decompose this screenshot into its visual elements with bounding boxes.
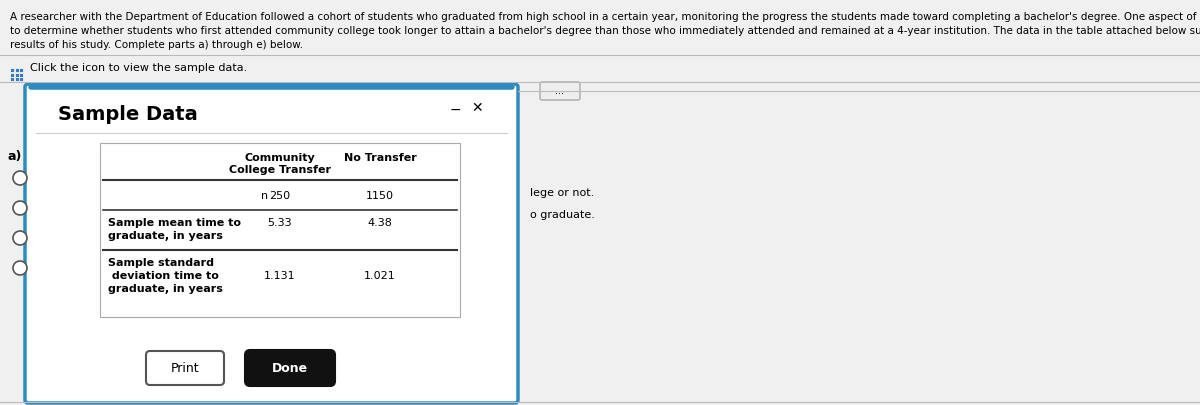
Text: No Transfer: No Transfer [343, 153, 416, 163]
Text: Sample standard: Sample standard [108, 258, 214, 268]
Text: 1150: 1150 [366, 191, 394, 201]
Text: Sample Data: Sample Data [58, 105, 198, 124]
Bar [14, 77, 18, 81]
FancyBboxPatch shape [540, 82, 580, 100]
Bar [10, 68, 14, 72]
Text: deviation time to: deviation time to [108, 271, 218, 281]
Circle shape [13, 261, 28, 275]
Text: −: − [449, 103, 461, 117]
Circle shape [13, 171, 28, 185]
Text: Done: Done [272, 362, 308, 375]
Text: 250: 250 [270, 191, 290, 201]
Text: 5.33: 5.33 [268, 218, 293, 228]
Text: 1.131: 1.131 [264, 271, 296, 281]
Text: 4.38: 4.38 [367, 218, 392, 228]
Text: Click the icon to view the sample data.: Click the icon to view the sample data. [30, 63, 247, 73]
Text: a): a) [8, 150, 23, 163]
Text: Print: Print [170, 362, 199, 375]
Bar [10, 77, 14, 81]
Circle shape [13, 201, 28, 215]
Text: ✕: ✕ [472, 101, 482, 115]
Bar [19, 68, 23, 72]
Text: A researcher with the Department of Education followed a cohort of students who : A researcher with the Department of Educ… [10, 12, 1200, 22]
Bar [10, 72, 14, 77]
FancyBboxPatch shape [146, 351, 224, 385]
Text: Sample mean time to: Sample mean time to [108, 218, 241, 228]
Text: 1.021: 1.021 [364, 271, 396, 281]
Text: to determine whether students who first attended community college took longer t: to determine whether students who first … [10, 26, 1200, 36]
Text: lege or not.: lege or not. [530, 188, 594, 198]
Bar [19, 77, 23, 81]
Text: ...: ... [556, 86, 564, 96]
Text: n: n [262, 191, 269, 201]
Bar [100, 143, 460, 317]
Text: o graduate.: o graduate. [530, 210, 595, 220]
Text: graduate, in years: graduate, in years [108, 284, 223, 294]
Text: results of his study. Complete parts a) through e) below.: results of his study. Complete parts a) … [10, 40, 304, 50]
Text: College Transfer: College Transfer [229, 165, 331, 175]
Bar [14, 68, 18, 72]
Circle shape [13, 231, 28, 245]
Bar [19, 72, 23, 77]
Bar [14, 72, 18, 77]
FancyBboxPatch shape [25, 84, 518, 403]
Text: graduate, in years: graduate, in years [108, 231, 223, 241]
Text: Community: Community [245, 153, 316, 163]
FancyBboxPatch shape [245, 350, 335, 386]
